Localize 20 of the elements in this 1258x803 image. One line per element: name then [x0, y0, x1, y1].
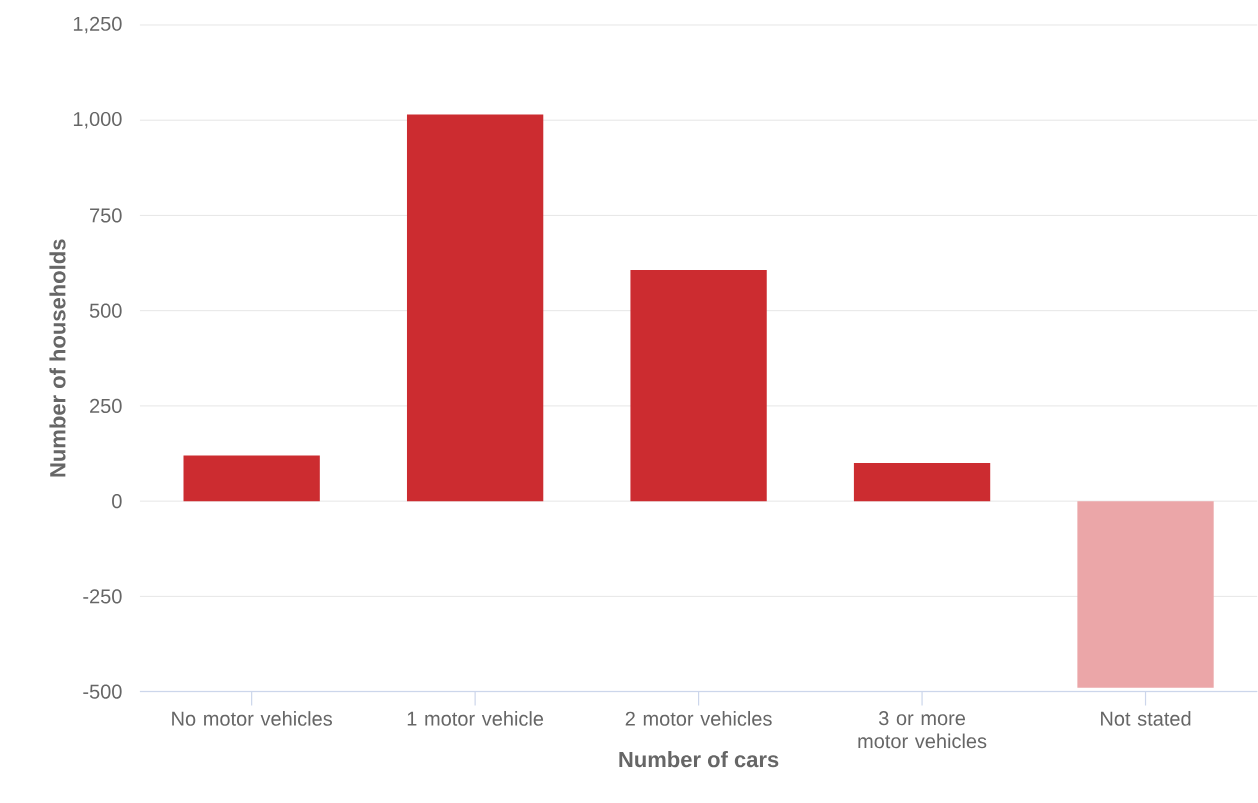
bar: [1077, 501, 1214, 689]
y-tick-label: -250: [83, 589, 122, 604]
x-tick-label: No motor vehicles: [172, 711, 332, 727]
x-tick-label: Not stated: [1101, 711, 1191, 727]
y-tick-label: 1,250: [73, 16, 122, 34]
bar: [853, 463, 991, 502]
y-axis-title: Number of households: [49, 239, 66, 477]
y-tick-label: 0: [112, 494, 122, 509]
x-tick-label: 1 motor vehicle: [407, 711, 544, 727]
y-tick-label: 1,000: [73, 112, 122, 129]
x-axis-title: Number of cars: [619, 751, 779, 768]
x-tick-label: 3 or more motor vehicles: [858, 711, 987, 749]
x-tick-label: 2 motor vehicles: [625, 711, 772, 727]
y-tick-label: -500: [83, 684, 122, 699]
y-tick-label: 500: [89, 303, 122, 318]
bar: [183, 455, 320, 502]
bar: [406, 114, 544, 502]
bar: [630, 270, 767, 502]
y-tick-label: 250: [90, 399, 122, 414]
y-tick-label: 750: [90, 208, 122, 223]
